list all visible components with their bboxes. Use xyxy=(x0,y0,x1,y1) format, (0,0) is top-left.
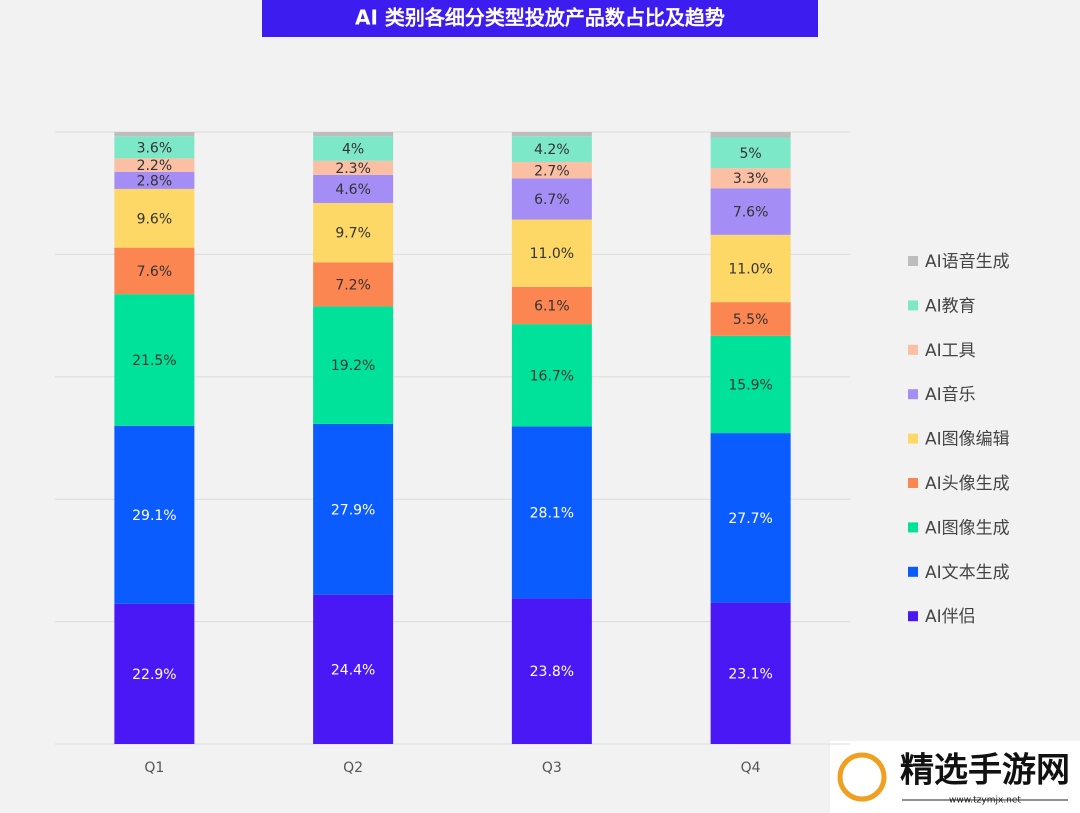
legend-label: AI图像编辑 xyxy=(925,430,1010,450)
bar-segment xyxy=(313,132,394,137)
bar-segment xyxy=(710,335,791,434)
data-label: 29.1% xyxy=(132,508,176,524)
bar-segment xyxy=(710,302,791,336)
data-label: 27.7% xyxy=(728,511,772,527)
x-tick-label: Q2 xyxy=(343,760,363,776)
data-label: 23.1% xyxy=(728,666,772,682)
data-label: 7.2% xyxy=(335,277,371,293)
title-banner xyxy=(262,0,818,37)
watermark: 精选手游网 www.tzymjx.net xyxy=(830,741,1080,813)
data-label: 5% xyxy=(740,146,762,162)
data-label: 9.7% xyxy=(335,226,371,242)
bar-segment xyxy=(511,161,592,179)
bar-segment xyxy=(710,433,791,603)
data-label: 23.8% xyxy=(530,664,574,680)
legend-label: AI头像生成 xyxy=(925,474,1010,494)
data-label: 7.6% xyxy=(733,205,769,221)
legend-swatch xyxy=(908,522,918,533)
bar-segment xyxy=(313,262,394,307)
x-tick-label: Q3 xyxy=(542,760,562,776)
bar-segment xyxy=(710,602,791,744)
bar-segment xyxy=(313,136,394,161)
legend-swatch xyxy=(908,566,918,577)
legend-swatch xyxy=(908,300,918,311)
bar-segment xyxy=(511,286,592,325)
data-label: 6.7% xyxy=(534,192,570,208)
bar-segment xyxy=(313,174,394,203)
bar-segment xyxy=(511,324,592,427)
data-label: 4.2% xyxy=(534,142,570,158)
legend-label: AI图像生成 xyxy=(925,518,1010,538)
legend-swatch xyxy=(908,611,918,622)
legend-label: AI教育 xyxy=(925,296,976,316)
data-label: 11.0% xyxy=(728,261,772,277)
data-label: 2.8% xyxy=(137,173,173,189)
bar-segment xyxy=(511,598,592,744)
data-label: 11.0% xyxy=(530,246,574,262)
bar-segment xyxy=(114,171,195,189)
bar-segment xyxy=(710,168,791,189)
data-label: 24.4% xyxy=(331,662,375,678)
data-label: 22.9% xyxy=(132,667,176,683)
legend-swatch xyxy=(908,256,918,266)
legend-label: AI语音生成 xyxy=(925,252,1010,272)
legend-label: AI伴侣 xyxy=(925,607,976,627)
data-label: 15.9% xyxy=(728,377,772,393)
bar-segment xyxy=(114,294,195,426)
legend-swatch xyxy=(908,433,918,444)
bar-segment xyxy=(114,188,195,248)
data-label: 4.6% xyxy=(335,182,371,198)
data-label: 9.6% xyxy=(137,211,173,227)
legend-swatch xyxy=(908,344,918,355)
legend-swatch xyxy=(908,478,918,488)
bar-segment xyxy=(710,234,791,303)
bar-segment xyxy=(511,178,592,220)
bar-segment xyxy=(114,158,195,172)
data-label: 3.3% xyxy=(733,171,769,187)
bar-segment xyxy=(313,306,394,424)
watermark-box xyxy=(830,741,1080,813)
bar-segment xyxy=(313,160,394,175)
data-label: 19.2% xyxy=(331,358,375,374)
bar-segment xyxy=(313,594,394,744)
bar-segment xyxy=(511,219,592,287)
bar-segment xyxy=(114,603,195,744)
legend-swatch xyxy=(908,389,918,400)
data-label: 27.9% xyxy=(331,502,375,518)
bar-segment xyxy=(114,247,195,295)
data-label: 2.7% xyxy=(534,163,570,179)
x-tick-label: Q1 xyxy=(144,760,164,776)
bar-segment xyxy=(114,425,195,604)
bar-segment xyxy=(710,132,791,138)
data-label: 4% xyxy=(342,142,364,158)
data-label: 6.1% xyxy=(534,299,570,315)
watermark-url: www.tzymjx.net xyxy=(949,796,1021,806)
watermark-name: 精选手游网 xyxy=(900,751,1070,791)
data-label: 21.5% xyxy=(132,353,176,369)
bar-segment xyxy=(114,132,195,137)
legend-label: AI文本生成 xyxy=(925,563,1010,583)
bar-segment xyxy=(313,202,394,263)
data-label: 2.3% xyxy=(335,161,371,177)
bar-segment xyxy=(710,188,791,235)
bar-segment xyxy=(511,426,592,599)
bar-segment xyxy=(710,137,791,169)
data-label: 7.6% xyxy=(137,264,173,280)
data-label: 3.6% xyxy=(137,140,173,156)
bar-segment xyxy=(511,132,592,137)
legend-label: AI工具 xyxy=(925,341,976,361)
watermark-logo xyxy=(837,752,887,802)
data-label: 2.2% xyxy=(137,158,173,174)
x-tick-label: Q4 xyxy=(741,760,761,776)
bar-segment xyxy=(114,136,195,159)
data-label: 16.7% xyxy=(530,368,574,384)
data-label: 28.1% xyxy=(530,505,574,521)
bar-segment xyxy=(511,136,592,162)
chart-title: AI 类别各细分类型投放产品数占比及趋势 xyxy=(355,6,725,30)
legend-label: AI音乐 xyxy=(925,385,976,405)
data-label: 5.5% xyxy=(733,312,769,328)
bar-segment xyxy=(313,423,394,595)
